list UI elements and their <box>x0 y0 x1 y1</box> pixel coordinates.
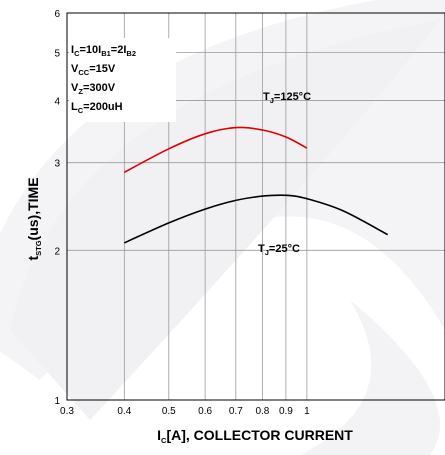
condition-line: VZ=300V <box>71 82 116 96</box>
conditions-box <box>69 38 176 122</box>
y-tick-label: 3 <box>54 159 60 170</box>
plot-frame <box>66 12 445 401</box>
x-tick-label: 0.6 <box>198 406 212 417</box>
conditions: IC=10IB1=2IB2 VCC=15V VZ=300V LC=200uH <box>71 44 136 115</box>
condition-line: IC=10IB1=2IB2 <box>71 44 136 58</box>
x-tick-label: 0.4 <box>117 406 131 417</box>
series <box>123 126 389 244</box>
condition-line: VCC=15V <box>71 63 116 77</box>
y-tick-label: 2 <box>54 246 60 257</box>
y-tick-label: 5 <box>54 48 60 59</box>
x-tick-label: 0.9 <box>279 406 293 417</box>
series-label-25c: TJ=25°C <box>258 243 300 257</box>
x-tick-label: 0.3 <box>60 406 74 417</box>
x-axis-ticks: 0.3 0.4 0.5 0.6 0.7 0.8 0.9 1 <box>60 406 310 417</box>
x-tick-label: 0.5 <box>162 406 176 417</box>
y-tick-label: 1 <box>54 396 60 407</box>
y-axis-ticks: 1 2 3 4 5 6 <box>54 9 60 407</box>
condition-line: LC=200uH <box>71 101 123 115</box>
series-line-25c <box>123 194 389 244</box>
y-tick-label: 6 <box>54 9 60 20</box>
x-tick-label: 0.7 <box>229 406 243 417</box>
x-axis-title: IC[A], COLLECTOR CURRENT <box>157 427 353 445</box>
y-axis-title: tSTG(us),TIME <box>25 177 43 260</box>
x-tick-label: 1 <box>304 406 310 417</box>
series-label-125c: TJ=125°C <box>263 91 311 105</box>
y-tick-label: 4 <box>54 97 60 108</box>
x-tick-label: 0.8 <box>255 406 269 417</box>
series-line-125c <box>123 126 308 174</box>
